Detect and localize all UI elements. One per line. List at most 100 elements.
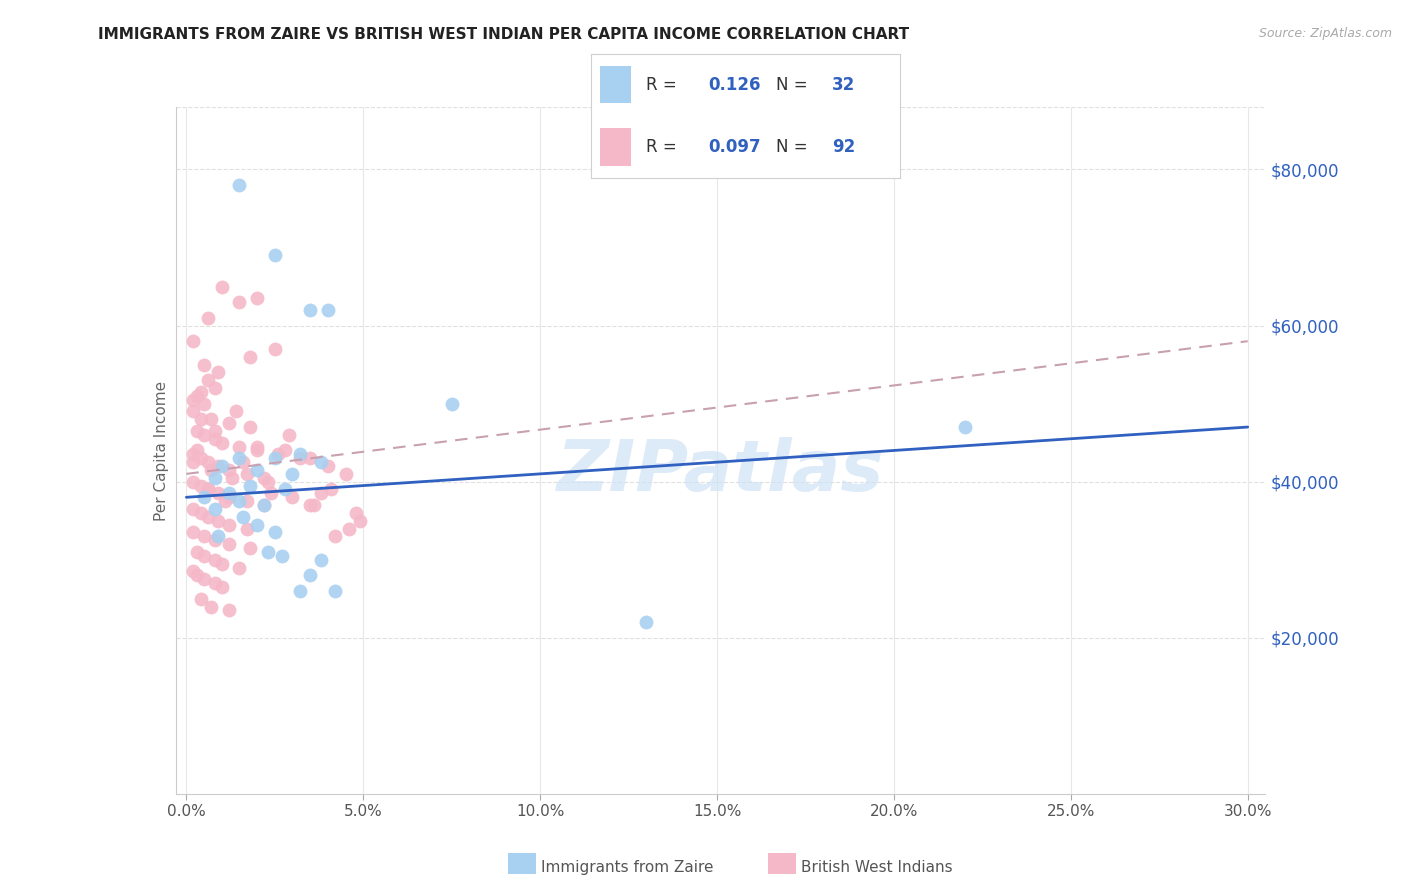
Point xyxy=(200,463,222,477)
Point xyxy=(299,498,322,512)
Point xyxy=(321,483,343,497)
Point xyxy=(228,440,250,454)
Point xyxy=(267,447,290,461)
Text: ZIPatlas: ZIPatlas xyxy=(557,436,884,506)
Point xyxy=(218,486,240,500)
Point xyxy=(197,483,219,497)
Text: 32: 32 xyxy=(832,76,855,94)
Point xyxy=(270,549,292,563)
Text: Immigrants from Zaire: Immigrants from Zaire xyxy=(541,861,714,875)
Point xyxy=(183,502,205,516)
Point xyxy=(302,498,325,512)
Point xyxy=(183,525,205,540)
Point xyxy=(193,358,215,372)
Point xyxy=(281,467,304,481)
Point xyxy=(204,533,226,548)
Point xyxy=(190,506,212,520)
Point xyxy=(211,580,233,594)
Text: Source: ZipAtlas.com: Source: ZipAtlas.com xyxy=(1258,27,1392,40)
Point xyxy=(204,552,226,567)
Point xyxy=(309,455,332,469)
Point xyxy=(274,483,297,497)
Point xyxy=(299,303,322,318)
Point xyxy=(440,396,463,410)
Point xyxy=(190,412,212,426)
Point xyxy=(204,381,226,395)
Point xyxy=(281,490,304,504)
Point xyxy=(232,455,254,469)
Point xyxy=(186,568,208,582)
Point xyxy=(253,498,276,512)
Bar xyxy=(508,853,536,874)
Point xyxy=(200,412,222,426)
Point xyxy=(197,373,219,387)
Point xyxy=(193,529,215,543)
Text: 0.126: 0.126 xyxy=(709,76,761,94)
Point xyxy=(218,603,240,617)
Point xyxy=(349,514,371,528)
Point xyxy=(235,521,257,535)
Point xyxy=(953,420,976,434)
Point xyxy=(207,458,229,473)
Point xyxy=(344,506,367,520)
Point xyxy=(204,576,226,591)
Point xyxy=(193,396,215,410)
Point xyxy=(218,517,240,532)
Bar xyxy=(768,853,796,874)
Point xyxy=(204,502,226,516)
Point xyxy=(316,458,339,473)
Point xyxy=(299,568,322,582)
Point xyxy=(211,557,233,571)
Point xyxy=(190,478,212,492)
Point xyxy=(218,416,240,430)
Point xyxy=(263,342,285,356)
Point xyxy=(246,291,269,305)
Point xyxy=(239,541,262,555)
Point xyxy=(323,529,346,543)
Point xyxy=(207,486,229,500)
Point xyxy=(309,552,332,567)
Text: R =: R = xyxy=(647,76,682,94)
Point xyxy=(183,334,205,349)
Point xyxy=(193,490,215,504)
Point xyxy=(256,545,278,559)
Point xyxy=(228,560,250,574)
Point xyxy=(204,471,226,485)
Point xyxy=(207,514,229,528)
Point xyxy=(197,509,219,524)
Point xyxy=(246,440,269,454)
Point xyxy=(246,517,269,532)
Point xyxy=(183,455,205,469)
Point xyxy=(335,467,357,481)
Point xyxy=(186,545,208,559)
Point xyxy=(186,389,208,403)
Point xyxy=(274,443,297,458)
Point xyxy=(263,451,285,466)
Bar xyxy=(600,66,631,103)
Point xyxy=(193,427,215,442)
Point xyxy=(197,455,219,469)
Point xyxy=(228,451,250,466)
Point xyxy=(186,443,208,458)
Point xyxy=(235,494,257,508)
Point xyxy=(263,525,285,540)
Point xyxy=(183,392,205,407)
Point xyxy=(218,490,240,504)
Point xyxy=(186,424,208,438)
Point xyxy=(316,303,339,318)
Point xyxy=(239,350,262,364)
Point xyxy=(197,310,219,325)
Point xyxy=(183,447,205,461)
Point xyxy=(218,463,240,477)
Y-axis label: Per Capita Income: Per Capita Income xyxy=(153,380,169,521)
Point xyxy=(225,404,247,418)
Point xyxy=(228,295,250,310)
Point xyxy=(193,572,215,586)
Point xyxy=(239,420,262,434)
Text: 0.097: 0.097 xyxy=(709,138,761,156)
Point xyxy=(190,591,212,606)
Point xyxy=(323,583,346,598)
Point xyxy=(204,432,226,446)
Point xyxy=(221,471,243,485)
Point xyxy=(636,615,658,630)
